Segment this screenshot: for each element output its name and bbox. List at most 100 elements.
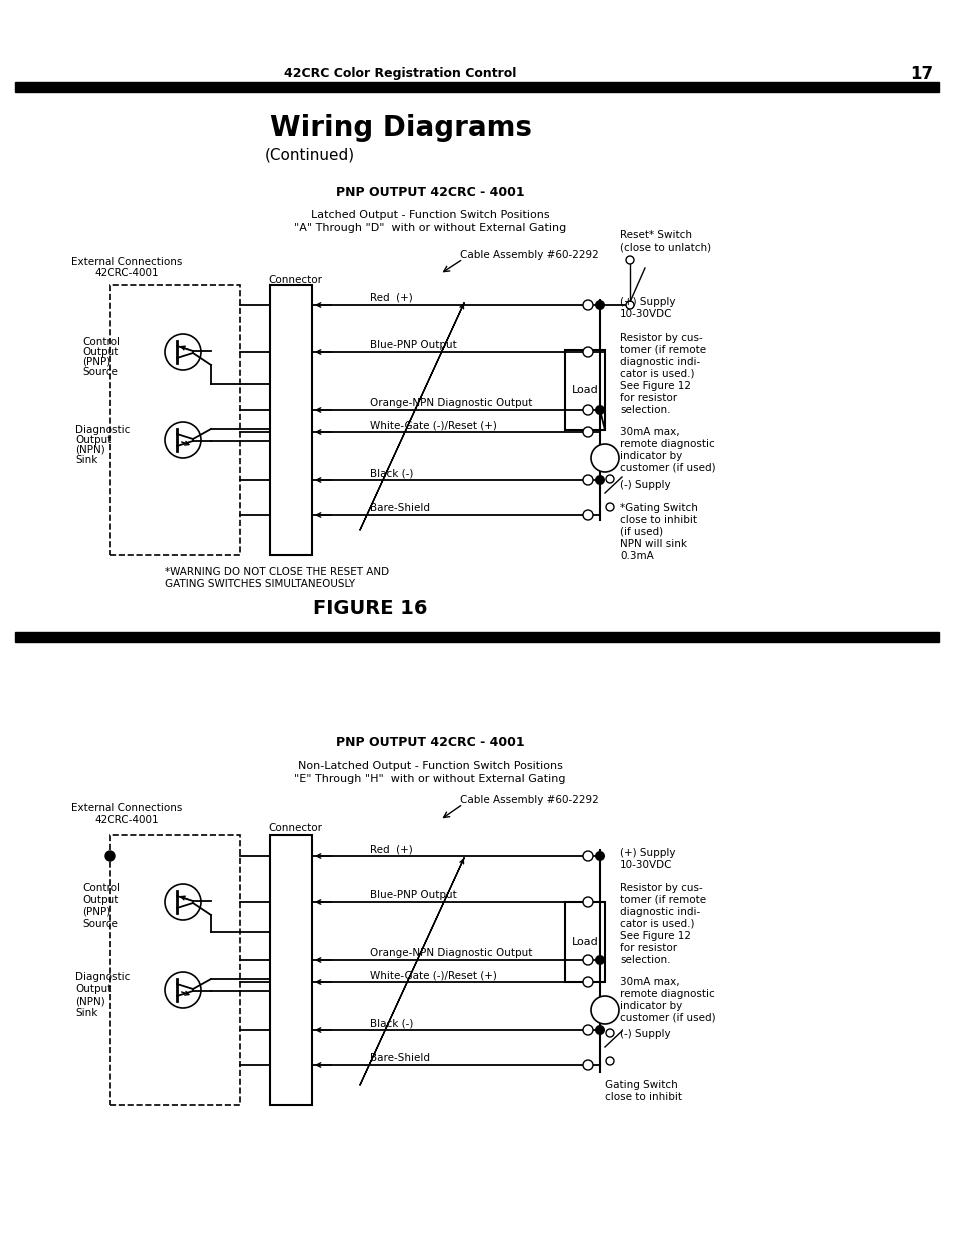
- Text: Sink: Sink: [75, 1008, 97, 1018]
- Text: customer (if used): customer (if used): [619, 463, 715, 473]
- Text: Output: Output: [75, 984, 112, 994]
- Text: NPN will sink: NPN will sink: [619, 538, 686, 550]
- Bar: [564, 350, 604, 430]
- Text: (NPN): (NPN): [75, 445, 105, 454]
- Text: (-) Supply: (-) Supply: [619, 1029, 670, 1039]
- Circle shape: [105, 851, 115, 861]
- Text: (PNP): (PNP): [82, 357, 111, 367]
- Text: Orange-NPN Diagnostic Output: Orange-NPN Diagnostic Output: [370, 948, 532, 958]
- Circle shape: [582, 405, 593, 415]
- Text: (Continued): (Continued): [265, 147, 355, 163]
- Bar: [15, 632, 938, 642]
- Text: tomer (if remote: tomer (if remote: [619, 895, 705, 905]
- Bar: [270, 835, 312, 1105]
- Circle shape: [582, 510, 593, 520]
- Text: PNP OUTPUT 42CRC - 4001: PNP OUTPUT 42CRC - 4001: [335, 185, 524, 199]
- Text: Gating Switch: Gating Switch: [604, 1079, 677, 1091]
- Text: (PNP): (PNP): [82, 906, 111, 918]
- Circle shape: [582, 347, 593, 357]
- Text: customer (if used): customer (if used): [619, 1013, 715, 1023]
- Text: PNP OUTPUT 42CRC - 4001: PNP OUTPUT 42CRC - 4001: [335, 736, 524, 748]
- Text: *WARNING DO NOT CLOSE THE RESET AND: *WARNING DO NOT CLOSE THE RESET AND: [165, 567, 389, 577]
- Circle shape: [582, 1060, 593, 1070]
- Text: 10-30VDC: 10-30VDC: [619, 309, 672, 319]
- Text: for resistor: for resistor: [619, 393, 677, 403]
- Text: cator is used.): cator is used.): [619, 919, 694, 929]
- Text: Source: Source: [82, 919, 118, 929]
- Text: 30mA max,: 30mA max,: [619, 977, 679, 987]
- Circle shape: [595, 300, 604, 310]
- Text: External Connections: External Connections: [71, 803, 182, 813]
- Text: selection.: selection.: [619, 955, 670, 965]
- Circle shape: [590, 995, 618, 1024]
- Circle shape: [605, 503, 614, 511]
- Text: tomer (if remote: tomer (if remote: [619, 345, 705, 354]
- Text: External Connections: External Connections: [71, 257, 182, 267]
- Text: 17: 17: [909, 65, 933, 83]
- Text: close to inhibit: close to inhibit: [604, 1092, 681, 1102]
- Text: 42CRC-4001: 42CRC-4001: [94, 268, 159, 278]
- Circle shape: [582, 897, 593, 906]
- Text: Control: Control: [82, 883, 120, 893]
- Text: 42CRC Color Registration Control: 42CRC Color Registration Control: [283, 68, 516, 80]
- Text: indicator by: indicator by: [619, 1002, 681, 1011]
- Text: (-) Supply: (-) Supply: [619, 480, 670, 490]
- Text: for resistor: for resistor: [619, 944, 677, 953]
- Circle shape: [582, 1025, 593, 1035]
- Circle shape: [595, 1025, 604, 1035]
- Text: 42CRC-4001: 42CRC-4001: [94, 815, 159, 825]
- Text: Cable Assembly #60-2292: Cable Assembly #60-2292: [459, 795, 598, 805]
- Circle shape: [605, 475, 614, 483]
- Circle shape: [625, 256, 634, 264]
- Text: (+) Supply: (+) Supply: [619, 296, 675, 308]
- Text: Bare-Shield: Bare-Shield: [370, 1053, 430, 1063]
- Text: Resistor by cus-: Resistor by cus-: [619, 883, 702, 893]
- Text: Diagnostic: Diagnostic: [75, 425, 131, 435]
- Text: Output: Output: [82, 895, 118, 905]
- Text: diagnostic indi-: diagnostic indi-: [619, 906, 700, 918]
- Text: Non-Latched Output - Function Switch Positions: Non-Latched Output - Function Switch Pos…: [297, 761, 562, 771]
- Text: *Gating Switch: *Gating Switch: [619, 503, 698, 513]
- Text: Connector: Connector: [268, 823, 322, 832]
- Circle shape: [590, 445, 618, 472]
- Text: Load: Load: [571, 937, 598, 947]
- Circle shape: [582, 300, 593, 310]
- Text: White-Gate (-)/Reset (+): White-Gate (-)/Reset (+): [370, 969, 497, 981]
- Circle shape: [582, 475, 593, 485]
- Text: FIGURE 16: FIGURE 16: [313, 599, 427, 618]
- Text: (+) Supply: (+) Supply: [619, 848, 675, 858]
- Text: diagnostic indi-: diagnostic indi-: [619, 357, 700, 367]
- Bar: [110, 285, 240, 555]
- Text: Source: Source: [82, 367, 118, 377]
- Text: See Figure 12: See Figure 12: [619, 931, 690, 941]
- Text: (if used): (if used): [619, 527, 662, 537]
- Text: remote diagnostic: remote diagnostic: [619, 438, 714, 450]
- Bar: [110, 835, 240, 1105]
- Text: Wiring Diagrams: Wiring Diagrams: [270, 114, 532, 142]
- Text: Cable Assembly #60-2292: Cable Assembly #60-2292: [459, 249, 598, 261]
- Circle shape: [595, 851, 604, 861]
- Text: "A" Through "D"  with or without External Gating: "A" Through "D" with or without External…: [294, 224, 565, 233]
- Circle shape: [582, 851, 593, 861]
- Bar: [270, 285, 312, 555]
- Text: Blue-PNP Output: Blue-PNP Output: [370, 890, 456, 900]
- Text: Sink: Sink: [75, 454, 97, 466]
- Circle shape: [625, 301, 634, 309]
- Text: GATING SWITCHES SIMULTANEOUSLY: GATING SWITCHES SIMULTANEOUSLY: [165, 579, 355, 589]
- Text: Red  (+): Red (+): [370, 293, 413, 303]
- Text: remote diagnostic: remote diagnostic: [619, 989, 714, 999]
- Bar: [15, 82, 938, 91]
- Circle shape: [595, 475, 604, 485]
- Text: "E" Through "H"  with or without External Gating: "E" Through "H" with or without External…: [294, 774, 565, 784]
- Text: indicator by: indicator by: [619, 451, 681, 461]
- Text: Latched Output - Function Switch Positions: Latched Output - Function Switch Positio…: [311, 210, 549, 220]
- Circle shape: [582, 977, 593, 987]
- Circle shape: [582, 955, 593, 965]
- Text: 0.3mA: 0.3mA: [619, 551, 653, 561]
- Text: Diagnostic: Diagnostic: [75, 972, 131, 982]
- Circle shape: [605, 1057, 614, 1065]
- Text: Bare-Shield: Bare-Shield: [370, 503, 430, 513]
- Text: Black (-): Black (-): [370, 1018, 413, 1028]
- Text: Red  (+): Red (+): [370, 844, 413, 853]
- Text: cator is used.): cator is used.): [619, 369, 694, 379]
